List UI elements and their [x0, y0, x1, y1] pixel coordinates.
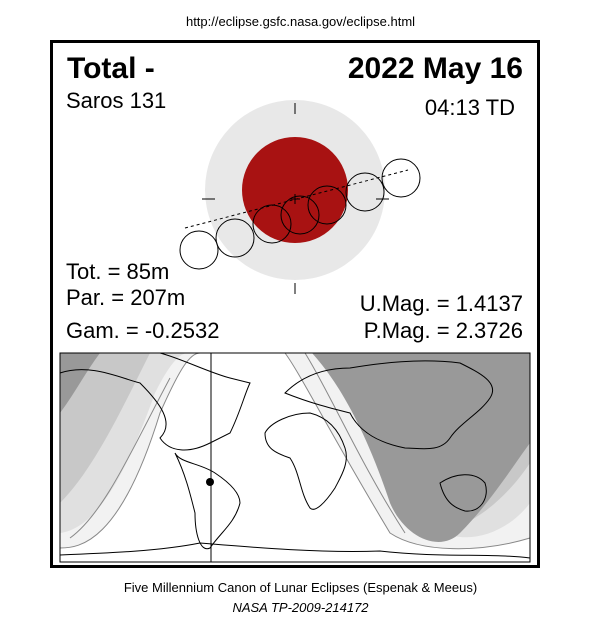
source-url: http://eclipse.gsfc.nasa.gov/eclipse.htm…: [185, 14, 416, 29]
moon-u3: [307, 185, 347, 225]
eclipse-date: 2022 May 16: [347, 52, 523, 85]
footer-publication: NASA TP-2009-214172: [232, 600, 369, 615]
moon-path-line: [184, 169, 409, 229]
totality-duration: Tot. = 85m: [66, 259, 170, 284]
gamma-value: Gam. = -0.2532: [66, 318, 220, 343]
moon-u2: [252, 204, 292, 244]
umbra-shadow: [242, 137, 348, 243]
moon-u1: [215, 218, 255, 258]
coastlines: [59, 352, 531, 559]
visibility-map: [59, 352, 531, 563]
footer-citation: Five Millennium Canon of Lunar Eclipses …: [123, 580, 478, 595]
night-dark: [60, 353, 530, 542]
moon-p1: [179, 230, 219, 270]
penumbral-magnitude: P.Mag. = 2.3726: [363, 318, 523, 343]
moon-p4: [381, 158, 421, 198]
diagram-frame: [50, 40, 540, 568]
contour-lines: [59, 352, 531, 550]
moon-max: [280, 195, 320, 235]
saros-number: Saros 131: [66, 88, 167, 113]
moon-u4: [345, 172, 385, 212]
umbral-magnitude: U.Mag. = 1.4137: [359, 291, 523, 316]
moon-positions: [179, 158, 421, 270]
eclipse-type: Total -: [67, 52, 155, 85]
sublunar-point: [206, 478, 214, 486]
greatest-eclipse-time: 04:13 TD: [424, 95, 515, 120]
partial-duration: Par. = 207m: [66, 285, 186, 310]
